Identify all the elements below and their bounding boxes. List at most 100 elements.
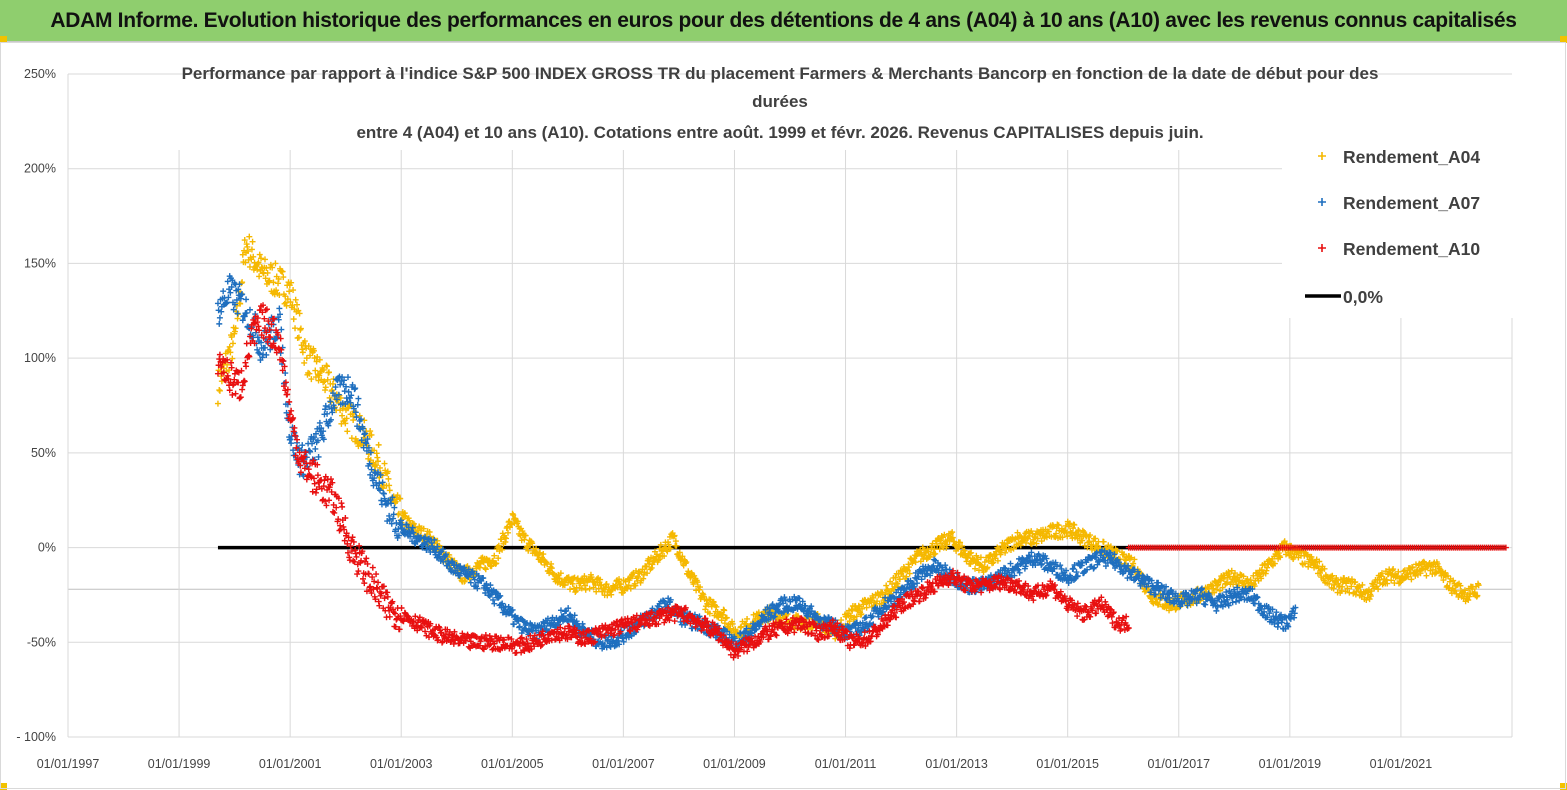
- data-point-Rendement_A04: [1147, 595, 1154, 602]
- data-point-Rendement_A04: [397, 495, 404, 502]
- data-point-Rendement_A10: [321, 477, 328, 484]
- data-point-Rendement_A10: [841, 636, 848, 643]
- data-point-Rendement_A07: [316, 419, 323, 426]
- data-point-Rendement_A04: [229, 355, 236, 362]
- data-point-Rendement_A04: [750, 611, 757, 618]
- data-point-Rendement_A07: [352, 385, 359, 392]
- data-point-Rendement_A07: [1261, 608, 1268, 615]
- data-point-Rendement_A10: [1074, 613, 1081, 620]
- data-point-Rendement_A04: [891, 584, 898, 591]
- data-point-Rendement_A10: [642, 617, 649, 624]
- data-point-Rendement_A04: [229, 340, 236, 347]
- data-point-Rendement_A04: [981, 559, 988, 566]
- data-point-Rendement_A07: [1174, 593, 1181, 600]
- data-point-Rendement_A04: [1100, 538, 1107, 545]
- data-point-Rendement_A07: [388, 520, 395, 527]
- data-point-Rendement_A10: [309, 488, 316, 495]
- data-point-Rendement_A10: [698, 627, 705, 634]
- data-point-Rendement_A10: [286, 411, 293, 418]
- data-point-Rendement_A04: [255, 259, 262, 266]
- data-point-Rendement_A04: [250, 253, 257, 260]
- data-point-Rendement_A10: [489, 646, 496, 653]
- data-point-Rendement_A10: [311, 480, 318, 487]
- data-point-Rendement_A04: [339, 412, 346, 419]
- data-point-Rendement_A07: [376, 487, 383, 494]
- data-point-Rendement_A10: [353, 553, 360, 560]
- data-point-Rendement_A10: [1004, 575, 1011, 582]
- data-point-Rendement_A07: [343, 383, 350, 390]
- data-point-Rendement_A04: [241, 237, 248, 244]
- x-tick-label: 01/01/2015: [1036, 757, 1099, 771]
- data-point-Rendement_A10: [919, 584, 926, 591]
- data-point-Rendement_A04: [906, 564, 913, 571]
- data-point-Rendement_A04: [1423, 572, 1430, 579]
- data-point-Rendement_A04: [1050, 523, 1057, 530]
- data-point-Rendement_A04: [1087, 532, 1094, 539]
- data-point-Rendement_A07: [364, 436, 371, 443]
- data-point-Rendement_A10: [335, 516, 342, 523]
- data-point-Rendement_A10: [220, 369, 227, 376]
- data-point-Rendement_A04: [1440, 577, 1447, 584]
- data-point-Rendement_A10: [435, 636, 442, 643]
- data-point-Rendement_A04: [968, 549, 975, 556]
- data-point-Rendement_A10: [392, 610, 399, 617]
- data-point-Rendement_A04: [272, 260, 279, 267]
- data-point-Rendement_A07: [377, 471, 384, 478]
- data-point-Rendement_A07: [449, 558, 456, 565]
- data-point-Rendement_A10: [523, 636, 530, 643]
- data-point-Rendement_A04: [1384, 580, 1391, 587]
- data-point-Rendement_A04: [627, 585, 634, 592]
- data-point-Rendement_A07: [353, 414, 360, 421]
- data-point-Rendement_A07: [1111, 551, 1118, 558]
- data-point-Rendement_A10: [329, 479, 336, 486]
- data-point-Rendement_A07: [1052, 559, 1059, 566]
- data-point-Rendement_A04: [287, 299, 294, 305]
- data-point-Rendement_A07: [620, 638, 627, 645]
- data-point-Rendement_A04: [376, 464, 383, 471]
- corner-marker-top-left: [0, 36, 7, 43]
- data-point-Rendement_A04: [276, 291, 283, 298]
- y-tick-label: 200%: [24, 162, 56, 176]
- data-point-Rendement_A04: [1264, 564, 1271, 571]
- data-point-Rendement_A10: [363, 555, 370, 562]
- data-point-Rendement_A04: [653, 551, 660, 558]
- data-point-Rendement_A10: [516, 642, 523, 649]
- data-point-Rendement_A10: [354, 571, 361, 578]
- data-point-Rendement_A04: [676, 549, 683, 556]
- data-point-Rendement_A04: [529, 540, 536, 547]
- data-point-Rendement_A10: [361, 580, 368, 587]
- data-point-Rendement_A07: [358, 437, 365, 444]
- data-point-Rendement_A10: [825, 627, 832, 634]
- data-point-Rendement_A10: [286, 398, 293, 405]
- data-point-Rendement_A04: [958, 542, 965, 549]
- data-point-Rendement_A04: [464, 563, 471, 570]
- data-point-Rendement_A04: [290, 287, 297, 294]
- data-point-Rendement_A04: [321, 378, 328, 385]
- data-point-Rendement_A04: [290, 316, 297, 323]
- data-point-Rendement_A07: [224, 278, 231, 285]
- data-point-Rendement_A04: [522, 532, 529, 539]
- data-point-Rendement_A07: [311, 434, 318, 441]
- data-point-Rendement_A04: [1217, 587, 1223, 594]
- data-point-Rendement_A10: [531, 643, 538, 650]
- data-point-Rendement_A10: [267, 334, 274, 341]
- data-point-Rendement_A10: [333, 504, 340, 511]
- data-point-Rendement_A07: [1102, 563, 1109, 570]
- data-point-Rendement_A10: [627, 628, 634, 635]
- data-point-Rendement_A10: [931, 588, 938, 595]
- data-point-Rendement_A07: [227, 289, 234, 296]
- data-point-Rendement_A04: [729, 620, 736, 627]
- title-banner: ADAM Informe. Evolution historique des p…: [0, 0, 1567, 42]
- data-point-Rendement_A07: [325, 422, 332, 429]
- data-point-Rendement_A04: [1465, 597, 1472, 603]
- data-point-Rendement_A10: [508, 636, 515, 643]
- data-point-Rendement_A07: [320, 436, 327, 443]
- data-point-Rendement_A10: [655, 621, 662, 628]
- data-point-Rendement_A10: [1057, 588, 1064, 595]
- data-point-Rendement_A07: [1213, 607, 1220, 614]
- data-point-Rendement_A07: [1278, 611, 1285, 618]
- y-tick-label: -50%: [27, 635, 56, 649]
- x-tick-label: 01/01/1999: [148, 757, 211, 771]
- data-point-Rendement_A10: [968, 579, 975, 586]
- data-point-Rendement_A04: [941, 531, 948, 538]
